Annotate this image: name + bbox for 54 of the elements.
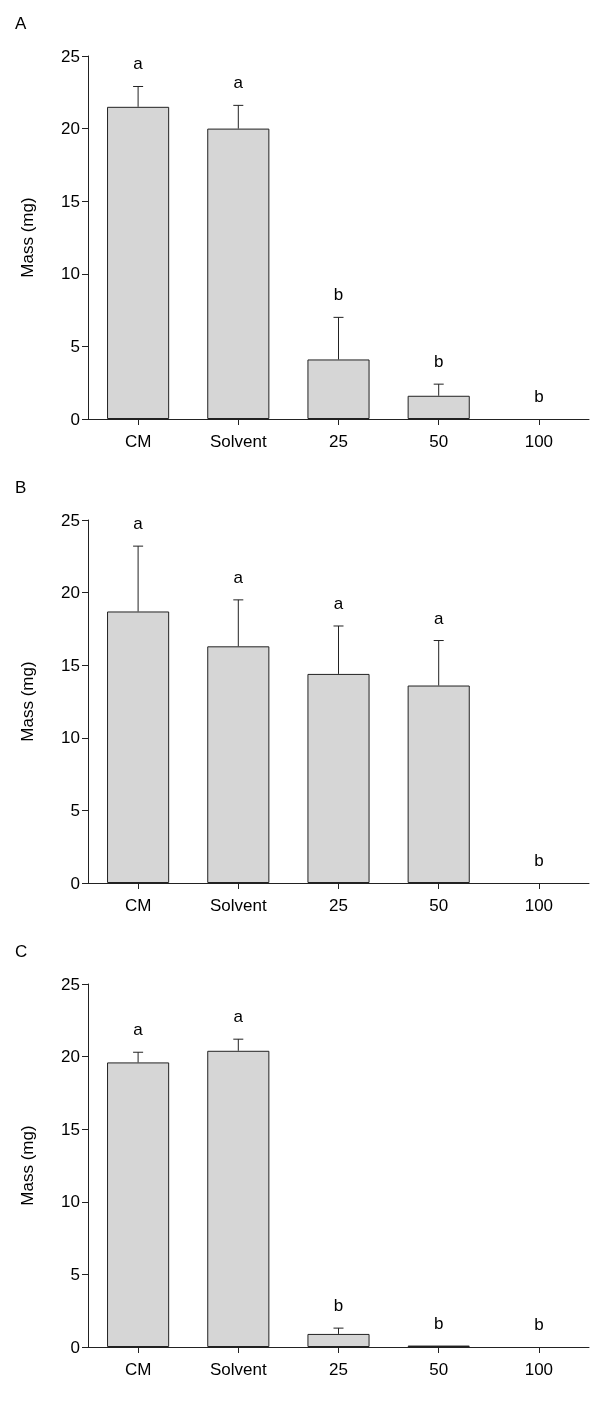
- annotation: a: [233, 73, 244, 93]
- x-tick-label: 25: [329, 432, 348, 451]
- y-tick-label: 0: [70, 409, 80, 429]
- annotation: a: [233, 567, 244, 587]
- y-axis-title: Mass (mg): [18, 661, 37, 742]
- annotation: a: [233, 1007, 244, 1027]
- annotation: a: [133, 514, 144, 534]
- x-tick-label: 100: [524, 1360, 554, 1379]
- x-tick-label: CM: [124, 432, 152, 451]
- y-tick-label: 15: [61, 1119, 80, 1139]
- x-tick-label: 50: [429, 432, 449, 451]
- chart-title: C: [15, 942, 28, 961]
- chart-title: A: [15, 14, 27, 33]
- y-tick-label: 25: [61, 46, 80, 66]
- annotation: b: [333, 285, 344, 305]
- y-axis-title: Mass (mg): [18, 1125, 37, 1206]
- annotation: a: [133, 1020, 144, 1040]
- y-tick-label: 10: [61, 1192, 80, 1212]
- x-tick-label: 25: [329, 1360, 348, 1379]
- annotation: a: [133, 54, 144, 74]
- x-tick-label: Solvent: [209, 1360, 267, 1379]
- y-tick-label: 10: [61, 264, 80, 284]
- annotation: b: [534, 387, 544, 406]
- y-tick-label: 25: [61, 974, 80, 994]
- x-tick-label: CM: [124, 1360, 152, 1379]
- y-tick-label: 0: [70, 1337, 80, 1357]
- x-tick-label: 50: [429, 1360, 449, 1379]
- x-tick-label: 50: [429, 896, 449, 915]
- annotation: b: [534, 1315, 544, 1334]
- y-tick-label: 10: [61, 728, 80, 748]
- x-tick-label: 100: [524, 432, 554, 451]
- y-tick-label: 0: [70, 873, 80, 893]
- annotation: a: [433, 608, 444, 628]
- annotation: b: [534, 851, 544, 870]
- y-tick-label: 15: [61, 655, 80, 675]
- y-tick-label: 25: [61, 510, 80, 530]
- y-axis-title: Mass (mg): [18, 197, 37, 278]
- y-tick-label: 5: [70, 800, 80, 820]
- x-tick-label: Solvent: [209, 896, 267, 915]
- y-tick-label: 20: [61, 119, 80, 139]
- annotation: b: [433, 352, 444, 372]
- y-tick-label: 5: [70, 336, 80, 356]
- chart-title: B: [15, 478, 27, 497]
- x-tick-label: 100: [524, 896, 554, 915]
- x-tick-label: 25: [329, 896, 348, 915]
- x-tick-label: CM: [124, 896, 152, 915]
- annotation: a: [333, 594, 344, 613]
- y-tick-label: 20: [61, 583, 80, 603]
- annotation: b: [433, 1313, 444, 1333]
- y-tick-label: 5: [70, 1264, 80, 1284]
- x-tick-label: Solvent: [209, 432, 267, 451]
- y-tick-label: 20: [61, 1047, 80, 1067]
- y-tick-label: 15: [61, 191, 80, 211]
- annotation: b: [333, 1296, 344, 1316]
